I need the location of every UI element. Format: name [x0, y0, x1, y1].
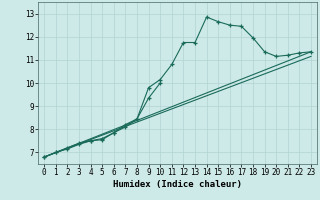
X-axis label: Humidex (Indice chaleur): Humidex (Indice chaleur) — [113, 180, 242, 189]
